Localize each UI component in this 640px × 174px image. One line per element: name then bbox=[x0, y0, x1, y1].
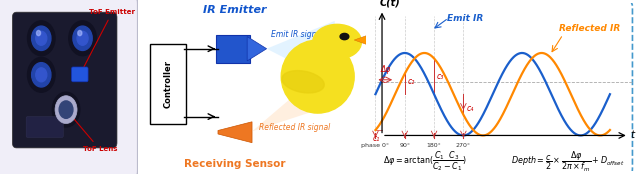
Text: c₁: c₁ bbox=[372, 134, 380, 143]
FancyBboxPatch shape bbox=[72, 67, 88, 82]
Text: c₂: c₂ bbox=[408, 77, 415, 86]
Text: $Depth=\dfrac{c}{2}\times\dfrac{\Delta\varphi}{2\pi\times f_m}+D_{offset}$: $Depth=\dfrac{c}{2}\times\dfrac{\Delta\v… bbox=[511, 150, 624, 174]
Text: c₄: c₄ bbox=[466, 104, 474, 113]
Circle shape bbox=[313, 24, 362, 59]
Ellipse shape bbox=[282, 71, 324, 93]
Text: c₃: c₃ bbox=[437, 72, 444, 81]
FancyBboxPatch shape bbox=[12, 12, 117, 148]
Polygon shape bbox=[252, 61, 335, 131]
Text: Emit IR: Emit IR bbox=[447, 14, 483, 23]
Circle shape bbox=[28, 57, 55, 92]
Text: Controller: Controller bbox=[164, 60, 173, 108]
Text: t: t bbox=[630, 130, 635, 140]
Polygon shape bbox=[354, 35, 369, 45]
FancyBboxPatch shape bbox=[0, 0, 138, 174]
Text: 90°: 90° bbox=[399, 143, 410, 148]
Circle shape bbox=[36, 30, 40, 36]
Circle shape bbox=[55, 96, 77, 124]
Circle shape bbox=[68, 21, 96, 56]
Circle shape bbox=[28, 21, 55, 56]
Polygon shape bbox=[247, 37, 267, 61]
Text: 270°: 270° bbox=[456, 143, 471, 148]
Circle shape bbox=[31, 26, 51, 50]
Circle shape bbox=[73, 26, 92, 50]
Text: ToF Lens: ToF Lens bbox=[68, 113, 117, 152]
FancyBboxPatch shape bbox=[26, 117, 63, 137]
Polygon shape bbox=[267, 21, 335, 84]
Text: 180°: 180° bbox=[427, 143, 442, 148]
Text: Emit IR signal: Emit IR signal bbox=[271, 30, 324, 39]
Text: Receiving Sensor: Receiving Sensor bbox=[184, 159, 285, 169]
Text: IR Emitter: IR Emitter bbox=[204, 5, 267, 15]
Circle shape bbox=[77, 31, 88, 45]
Circle shape bbox=[77, 30, 82, 36]
Circle shape bbox=[59, 101, 73, 118]
Text: C(t): C(t) bbox=[380, 0, 400, 8]
Text: Reflected IR signal: Reflected IR signal bbox=[259, 122, 331, 132]
Circle shape bbox=[52, 92, 80, 127]
Circle shape bbox=[36, 31, 47, 45]
Text: ToF Emitter: ToF Emitter bbox=[82, 9, 136, 71]
FancyBboxPatch shape bbox=[150, 44, 186, 124]
Text: phase 0°: phase 0° bbox=[362, 143, 390, 148]
Circle shape bbox=[340, 33, 349, 40]
Ellipse shape bbox=[281, 40, 354, 113]
FancyBboxPatch shape bbox=[364, 1, 632, 174]
Text: $\Delta\varphi=\arctan(\dfrac{C_1\ \ C_3}{C_2-C_1})$: $\Delta\varphi=\arctan(\dfrac{C_1\ \ C_3… bbox=[383, 150, 467, 173]
FancyBboxPatch shape bbox=[216, 35, 250, 63]
Polygon shape bbox=[218, 122, 252, 143]
Circle shape bbox=[36, 68, 47, 82]
Circle shape bbox=[31, 63, 51, 87]
Text: Δφ: Δφ bbox=[380, 65, 390, 74]
Text: Reflected IR: Reflected IR bbox=[559, 24, 621, 33]
